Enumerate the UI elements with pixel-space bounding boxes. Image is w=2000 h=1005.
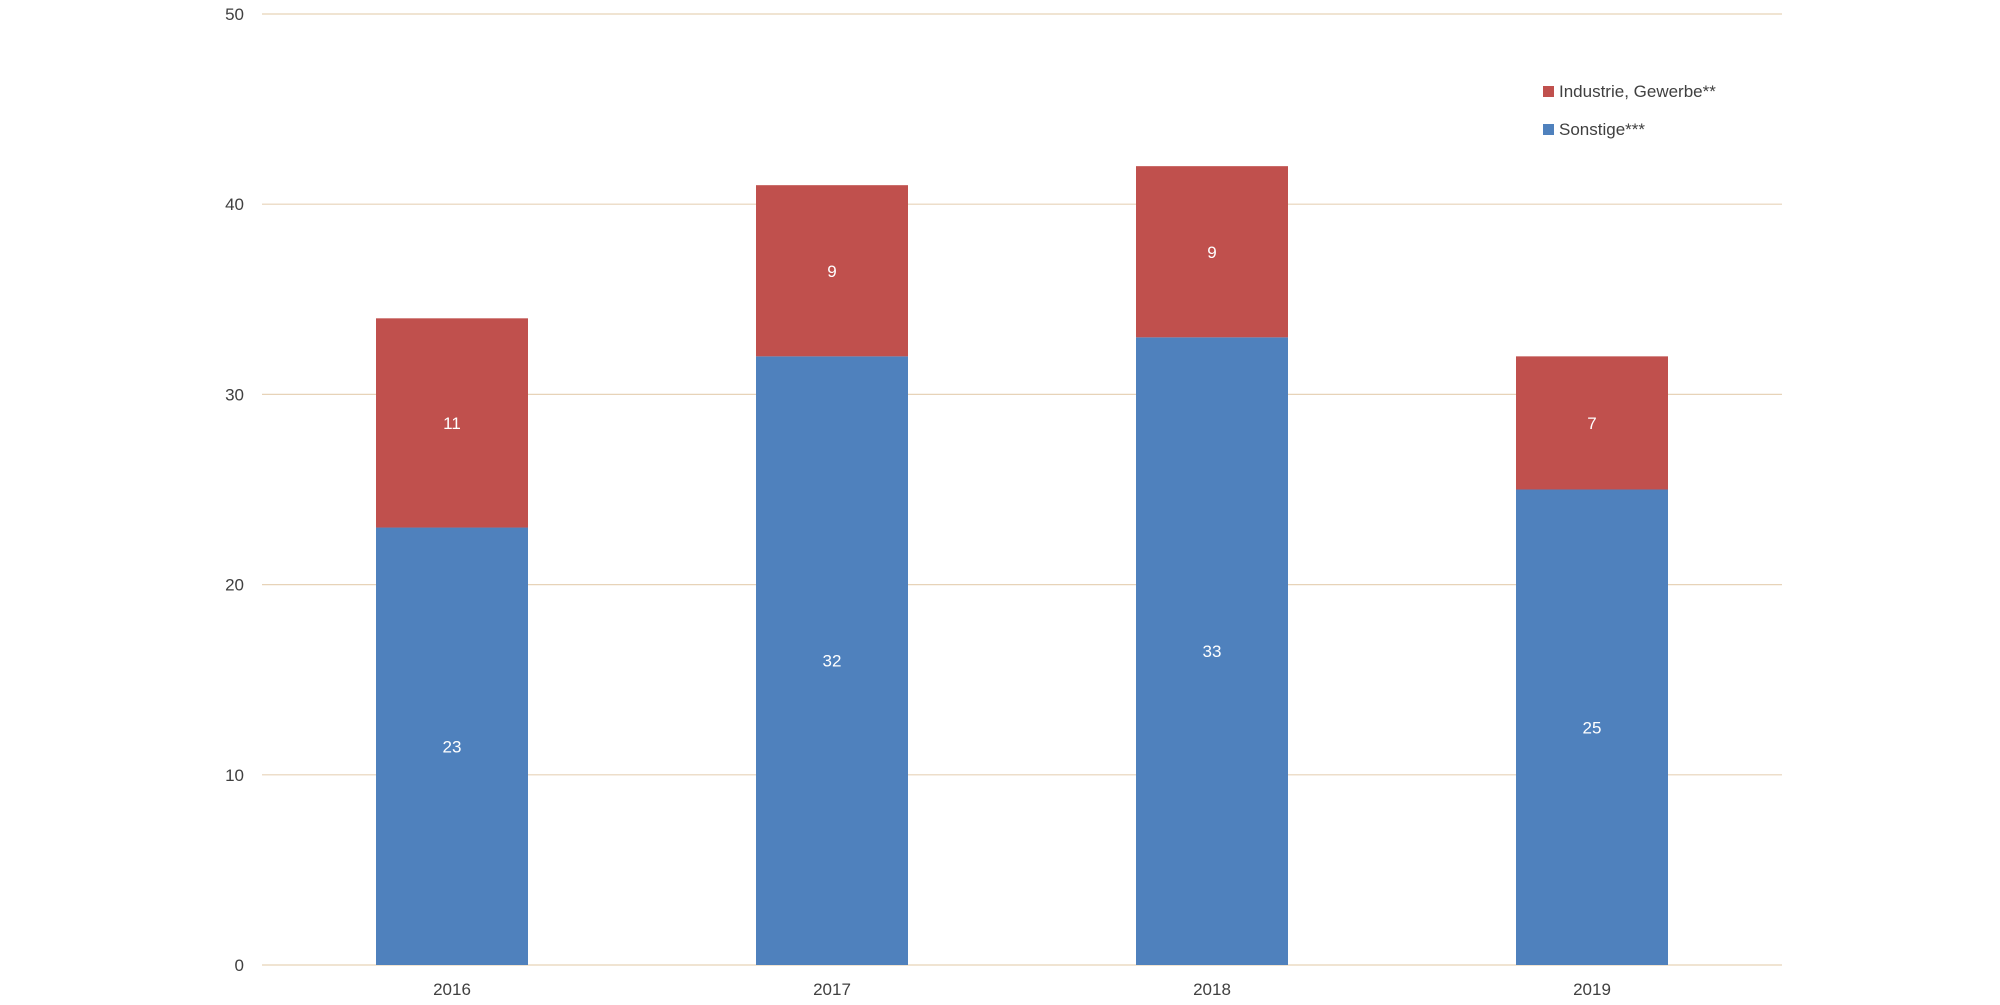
- y-tick-label-30: 30: [225, 385, 244, 404]
- data-label-2019-series-1: 7: [1587, 414, 1596, 433]
- bars: 23 11 32 9 33 9 25 7: [376, 166, 1668, 966]
- legend: Industrie, Gewerbe** Sonstige***: [1543, 82, 1716, 139]
- bar-2019-series-0: [1516, 489, 1668, 965]
- y-tick-label-50: 50: [225, 5, 244, 24]
- data-label-2018-series-0: 33: [1203, 642, 1222, 661]
- bar-2019-series-1: [1516, 356, 1668, 490]
- y-tick-label-40: 40: [225, 195, 244, 214]
- data-label-2017-series-0: 32: [823, 652, 842, 671]
- x-tick-label-2019: 2019: [1573, 980, 1611, 999]
- bar-2016-series-0: [376, 527, 528, 965]
- y-tick-label-10: 10: [225, 766, 244, 785]
- y-axis-tick-labels: 0 10 20 30 40 50: [225, 5, 244, 975]
- data-label-2016-series-0: 23: [443, 737, 462, 756]
- legend-label-series-1: Industrie, Gewerbe**: [1559, 82, 1716, 101]
- data-label-2017-series-1: 9: [827, 262, 836, 281]
- legend-swatch-series-1: [1543, 86, 1554, 97]
- x-tick-label-2016: 2016: [433, 980, 471, 999]
- x-tick-label-2018: 2018: [1193, 980, 1231, 999]
- bar-2018-series-0: [1136, 337, 1288, 966]
- x-tick-label-2017: 2017: [813, 980, 851, 999]
- bar-2018-series-1: [1136, 166, 1288, 338]
- x-axis-tick-labels: 2016 2017 2018 2019: [433, 980, 1611, 999]
- legend-swatch-series-0: [1543, 124, 1554, 135]
- y-tick-label-0: 0: [235, 956, 244, 975]
- y-tick-label-20: 20: [225, 576, 244, 595]
- bar-2017-series-0: [756, 356, 908, 965]
- bar-2017-series-1: [756, 185, 908, 357]
- data-label-2016-series-1: 11: [443, 414, 461, 433]
- data-label-2019-series-0: 25: [1583, 718, 1602, 737]
- data-label-2018-series-1: 9: [1207, 243, 1216, 262]
- bar-2016-series-1: [376, 318, 528, 528]
- legend-label-series-0: Sonstige***: [1559, 120, 1645, 139]
